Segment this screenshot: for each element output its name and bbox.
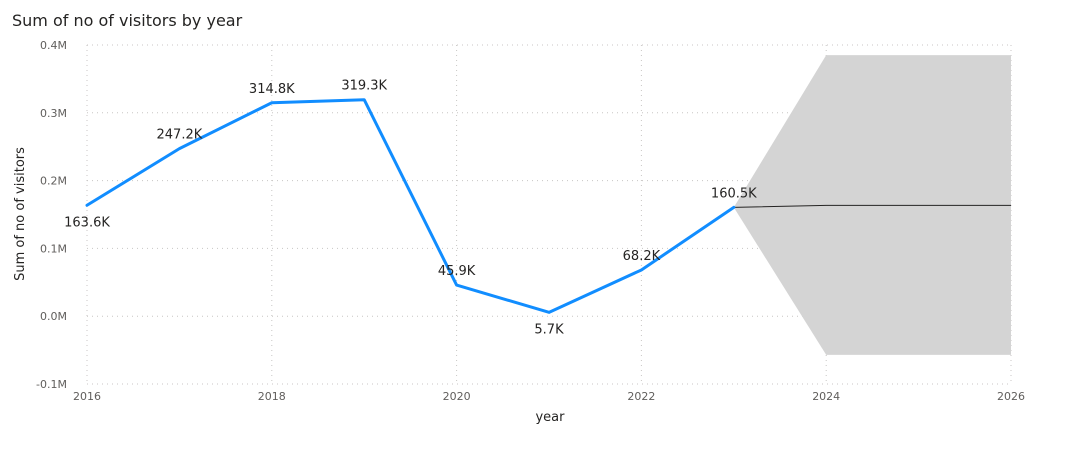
forecast-line xyxy=(733,204,1011,208)
data-label: 319.3K xyxy=(341,79,387,94)
data-label: 247.2K xyxy=(157,128,203,143)
x-tick-label: 2026 xyxy=(997,390,1025,403)
chart-title: Sum of no of visitors by year xyxy=(12,11,243,30)
data-label: 45.9K xyxy=(438,264,476,279)
data-label: 5.7K xyxy=(534,322,564,337)
x-tick-label: 2020 xyxy=(443,390,471,403)
x-tick-labels: 2016 2018 2020 2022 2024 2026 xyxy=(73,390,1025,403)
y-tick-label: -0.1M xyxy=(36,378,67,391)
y-tick-label: 0.0M xyxy=(40,310,67,323)
data-labels: 163.6K 247.2K 314.8K 319.3K 45.9K 5.7K 68.2K 16… xyxy=(64,79,757,338)
x-axis-title: year xyxy=(535,410,565,425)
line-layer xyxy=(85,98,1011,314)
data-label: 160.5K xyxy=(711,186,757,201)
data-label: 68.2K xyxy=(623,249,661,264)
y-tick-label: 0.1M xyxy=(40,242,67,255)
x-tick-label: 2024 xyxy=(812,390,840,403)
series-line xyxy=(85,98,736,314)
x-tick-label: 2016 xyxy=(73,390,101,403)
data-label: 314.8K xyxy=(249,82,295,97)
y-tick-label: 0.4M xyxy=(40,39,67,52)
x-tick-label: 2018 xyxy=(258,390,286,403)
x-tick-label: 2022 xyxy=(627,390,655,403)
y-tick-label: 0.3M xyxy=(40,107,67,120)
y-axis-title: Sum of no of visitors xyxy=(13,147,28,281)
y-tick-label: 0.2M xyxy=(40,175,67,188)
data-label: 163.6K xyxy=(64,215,110,230)
y-tick-labels: -0.1M 0.0M 0.1M 0.2M 0.3M 0.4M xyxy=(36,39,67,391)
